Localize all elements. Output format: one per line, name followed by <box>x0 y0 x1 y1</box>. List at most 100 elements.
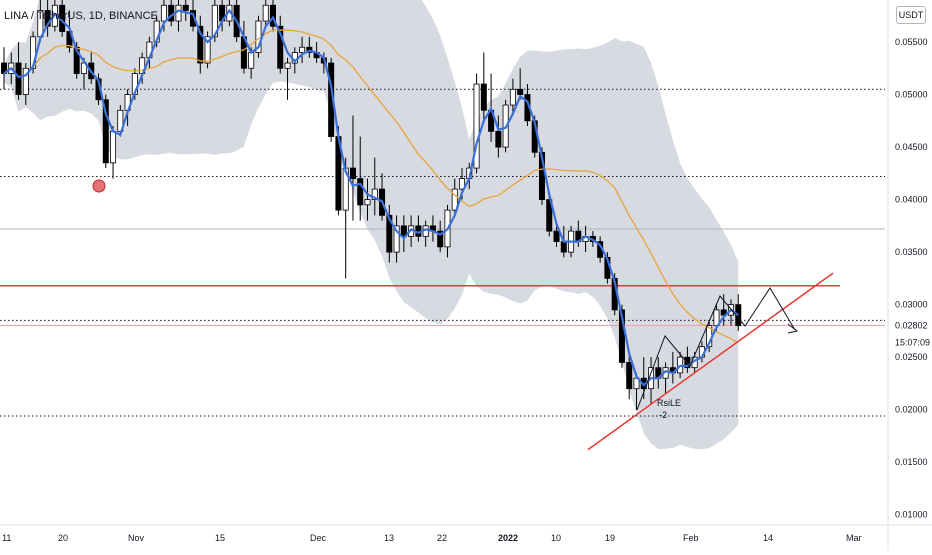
candle <box>495 115 502 158</box>
indicator-lines <box>3 8 739 387</box>
candle <box>269 0 276 32</box>
candle <box>386 204 393 263</box>
candle <box>546 194 553 237</box>
candle <box>277 15 284 74</box>
x-tick-label: Dec <box>310 533 327 543</box>
x-tick-label: Nov <box>128 533 145 543</box>
candle <box>102 94 109 169</box>
candle-body <box>451 188 458 211</box>
candle <box>110 126 117 179</box>
x-tick-label: Mar <box>846 533 862 543</box>
y-tick-label: 0.03000 <box>895 300 928 310</box>
countdown-label: 15:07:09 <box>895 337 930 347</box>
candle-body <box>262 4 269 22</box>
candle-body <box>517 88 524 95</box>
candle-body <box>197 25 204 64</box>
candle-body <box>386 214 393 253</box>
support-trendline <box>587 272 834 451</box>
candle <box>204 31 211 69</box>
candle-body <box>509 88 516 106</box>
candle <box>364 178 371 221</box>
candle-body <box>299 46 306 53</box>
candle-body <box>102 99 109 164</box>
candle-body <box>160 4 167 22</box>
y-tick-label: 0.03500 <box>895 247 928 257</box>
y-tick-label: 0.05000 <box>895 90 928 100</box>
orange-ma-line <box>3 29 739 344</box>
candle <box>197 15 204 74</box>
candle-body <box>182 4 189 11</box>
chart-title: LINA / TetherUS, 1D, BINANCE <box>4 10 158 22</box>
candle-body <box>357 178 364 206</box>
candle <box>400 215 407 253</box>
x-tick-label: 20 <box>58 533 68 543</box>
candle-body <box>110 130 117 164</box>
x-tick-label: 11 <box>2 533 11 543</box>
candle <box>720 294 727 326</box>
y-tick-label: 0.04500 <box>895 142 928 152</box>
pattern-label: RsiLE <box>657 398 681 408</box>
y-tick-label: 0.02500 <box>895 352 928 362</box>
candle-body <box>204 36 211 64</box>
candle <box>553 225 560 247</box>
candle-body <box>15 62 22 95</box>
candle <box>517 68 524 100</box>
projection-zigzag <box>636 287 796 411</box>
candle <box>299 36 306 64</box>
candle-body <box>618 309 625 363</box>
candle-body <box>495 130 502 148</box>
x-tick-label: 13 <box>384 533 394 543</box>
x-tick-label: 14 <box>763 533 773 543</box>
y-tick-label: 0.04000 <box>895 195 928 205</box>
candle-body <box>553 230 560 243</box>
candle-body <box>626 362 633 390</box>
candle-body <box>393 225 400 253</box>
y-tick-label: 0.05500 <box>895 37 928 47</box>
x-tick-label: 2022 <box>498 533 518 543</box>
blue-ma-line <box>3 8 739 387</box>
candle <box>473 73 480 174</box>
candle-body <box>371 188 378 200</box>
band-area <box>4 0 739 450</box>
candle-body <box>248 52 255 69</box>
pattern-sublabel: -2 <box>659 410 667 420</box>
projection-arrowhead <box>787 323 799 334</box>
candle-body <box>284 62 291 69</box>
candle <box>357 136 364 221</box>
signal-dot <box>92 179 106 193</box>
candle-body <box>211 4 218 38</box>
candle-body <box>459 178 466 190</box>
x-tick-label: 10 <box>551 533 561 543</box>
candle-body <box>22 67 29 95</box>
candle <box>626 351 633 400</box>
candle <box>633 372 640 410</box>
y-tick-label: 0.01000 <box>895 510 928 520</box>
candle <box>349 115 356 221</box>
candle-body <box>269 4 276 27</box>
candle <box>480 52 487 121</box>
y-tick-label: 0.02000 <box>895 405 928 415</box>
candle <box>262 0 269 27</box>
candle-body <box>277 25 284 69</box>
candle-body <box>473 83 480 169</box>
candle <box>509 78 516 116</box>
candle-body <box>364 199 371 206</box>
candle <box>15 42 22 100</box>
last-price-label: 0.02802 <box>895 320 928 330</box>
candle <box>451 178 458 216</box>
candle <box>371 157 378 216</box>
candle-body <box>480 83 487 111</box>
x-tick-label: 15 <box>215 533 225 543</box>
candle-body <box>437 230 444 248</box>
candle-body <box>633 377 640 390</box>
candle-body <box>546 199 553 232</box>
currency-unit-button[interactable]: USDT <box>896 6 926 24</box>
candle-body <box>400 225 407 237</box>
y-tick-label: 0.01500 <box>895 457 928 467</box>
drawings: RsiLE -2 <box>92 179 834 451</box>
candle <box>182 0 189 22</box>
candle <box>393 215 400 263</box>
